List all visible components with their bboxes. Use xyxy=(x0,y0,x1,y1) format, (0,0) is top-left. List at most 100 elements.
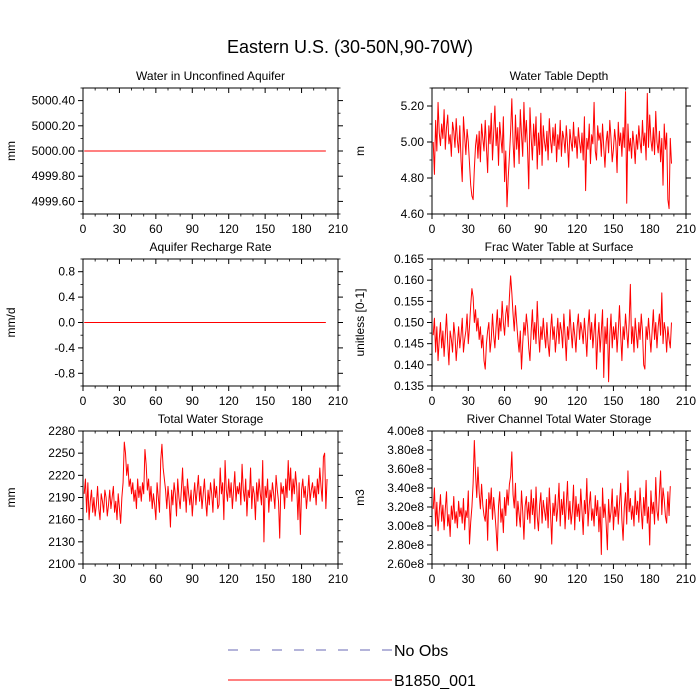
y-tick-label: 0.0 xyxy=(58,316,75,330)
panel-river-channel-storage: 0 30 60 90 120 150 180 210 2.60e8 2.80e8 3.00e8 3.2… xyxy=(353,412,696,586)
x-tick-label: 30 xyxy=(113,572,127,586)
y-tick-label: 2160 xyxy=(48,513,75,527)
y-tick-label: 4.60 xyxy=(401,207,425,221)
y-tick-label: 5000.00 xyxy=(32,144,76,158)
y-tick-label: 3.80e8 xyxy=(387,443,424,457)
x-tick-label: 30 xyxy=(462,572,476,586)
x-tick-label: 150 xyxy=(255,394,275,408)
x-tick-label: 60 xyxy=(498,572,512,586)
y-tick-label: 0.140 xyxy=(394,358,424,372)
y-tick-label: 2.60e8 xyxy=(387,557,424,571)
x-tick-label: 210 xyxy=(676,572,696,586)
series-line-frac-water-table xyxy=(432,275,672,383)
y-tick-label: 2220 xyxy=(48,468,75,482)
x-tick-label: 60 xyxy=(498,394,512,408)
y-tick-label: 4999.80 xyxy=(32,169,76,183)
y-tick-label: 2130 xyxy=(48,535,75,549)
x-tick-label: 180 xyxy=(292,572,312,586)
x-tick-label: 210 xyxy=(676,222,696,236)
y-tick-label: 2190 xyxy=(48,491,75,505)
x-tick-label: 30 xyxy=(113,222,127,236)
x-tick-label: 210 xyxy=(328,572,348,586)
y-tick-label: 2.80e8 xyxy=(387,538,424,552)
x-tick-label: 120 xyxy=(219,572,239,586)
x-tick-label: 210 xyxy=(676,394,696,408)
panel-recharge-rate: 0 30 60 90 120 150 180 210 -0.8 -0.4 0.0 0.4 0.8 Aqui… xyxy=(4,240,348,408)
y-tick-label: 0.155 xyxy=(394,294,424,308)
x-tick-label: 60 xyxy=(498,222,512,236)
x-tick-label: 30 xyxy=(462,394,476,408)
panel-title: Frac Water Table at Surface xyxy=(485,240,634,254)
x-tick-label: 120 xyxy=(567,222,587,236)
x-tick-label: 180 xyxy=(292,394,312,408)
y-tick-label: 0.4 xyxy=(58,290,75,304)
x-tick-label: 120 xyxy=(219,222,239,236)
panel-frac-water-table: 0 30 60 90 120 150 180 210 0.135 0.140 0.145 0.150 0… xyxy=(353,240,696,408)
panel-title: River Channel Total Water Storage xyxy=(467,412,652,426)
y-tick-label: 3.20e8 xyxy=(387,500,424,514)
series-line-total-water-storage xyxy=(83,441,328,543)
x-tick-label: 120 xyxy=(567,394,587,408)
x-tick-label: 90 xyxy=(534,394,548,408)
panel-aquifer-water: 0 30 60 90 120 150 180 210 4999.60 4999.80 5000.00… xyxy=(4,69,348,236)
x-tick-label: 60 xyxy=(149,572,163,586)
y-tick-label: 2280 xyxy=(48,424,75,438)
x-tick-label: 60 xyxy=(149,222,163,236)
y-tick-label: 5000.20 xyxy=(32,119,76,133)
y-tick-label: 2100 xyxy=(48,557,75,571)
y-tick-label: 0.160 xyxy=(394,273,424,287)
y-tick-label: 2250 xyxy=(48,446,75,460)
x-tick-label: 210 xyxy=(328,394,348,408)
x-tick-label: 90 xyxy=(186,394,200,408)
y-axis-label: m xyxy=(353,146,367,156)
legend-label: B1850_001 xyxy=(394,673,476,690)
x-tick-label: 0 xyxy=(80,394,87,408)
y-tick-label: 5000.40 xyxy=(32,94,76,108)
x-tick-label: 0 xyxy=(429,394,436,408)
x-tick-label: 180 xyxy=(640,222,660,236)
y-tick-label: 0.8 xyxy=(58,265,75,279)
panel-title: Water Table Depth xyxy=(510,69,609,83)
x-tick-label: 150 xyxy=(255,222,275,236)
x-tick-label: 120 xyxy=(219,394,239,408)
x-tick-label: 0 xyxy=(80,572,87,586)
series-line-river-channel-storage xyxy=(432,440,671,555)
y-tick-label: 4.80 xyxy=(401,171,425,185)
y-tick-label: 0.150 xyxy=(394,316,424,330)
x-tick-label: 120 xyxy=(567,572,587,586)
y-tick-label: 4.00e8 xyxy=(387,424,424,438)
y-axis-label: unitless [0-1] xyxy=(353,288,367,356)
y-tick-label: 3.60e8 xyxy=(387,462,424,476)
x-tick-label: 60 xyxy=(149,394,163,408)
x-tick-label: 180 xyxy=(640,394,660,408)
plot-frame xyxy=(431,87,687,215)
x-tick-label: 90 xyxy=(186,222,200,236)
y-tick-label: 3.40e8 xyxy=(387,481,424,495)
x-tick-label: 0 xyxy=(429,222,436,236)
legend-label: No Obs xyxy=(394,643,448,660)
panel-total-water-storage: 0 30 60 90 120 150 180 210 2100 2130 2160 2190 2220 2… xyxy=(4,412,348,586)
panel-title: Aquifer Recharge Rate xyxy=(149,240,271,254)
x-tick-label: 150 xyxy=(603,222,623,236)
y-tick-label: 5.00 xyxy=(401,135,425,149)
series-line-water-table-depth xyxy=(432,91,672,210)
y-axis-label: mm/d xyxy=(4,308,18,338)
panel-title: Water in Unconfined Aquifer xyxy=(136,69,285,83)
figure-title: Eastern U.S. (30-50N,90-70W) xyxy=(226,37,474,57)
x-tick-label: 180 xyxy=(640,572,660,586)
x-tick-label: 150 xyxy=(603,394,623,408)
y-tick-label: 0.165 xyxy=(394,252,424,266)
y-axis-label: mm xyxy=(4,488,18,508)
y-axis-label: m3 xyxy=(353,489,367,506)
x-tick-label: 150 xyxy=(603,572,623,586)
y-tick-label: 4999.60 xyxy=(32,194,76,208)
y-tick-label: -0.8 xyxy=(54,366,75,380)
x-tick-label: 90 xyxy=(186,572,200,586)
y-tick-label: 0.145 xyxy=(394,337,424,351)
x-tick-label: 30 xyxy=(462,222,476,236)
x-tick-label: 90 xyxy=(534,572,548,586)
x-tick-label: 180 xyxy=(292,222,312,236)
y-tick-label: 5.20 xyxy=(401,99,425,113)
y-tick-label: 0.135 xyxy=(394,379,424,393)
